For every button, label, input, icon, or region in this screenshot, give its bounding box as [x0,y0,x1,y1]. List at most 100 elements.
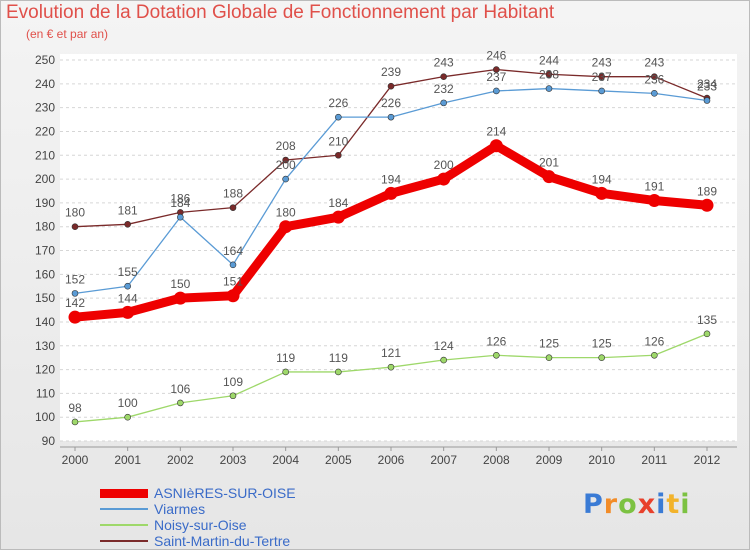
data-label: 126 [644,334,664,348]
data-point [598,73,605,80]
data-point [68,310,82,324]
y-tick-label: 120 [35,363,55,377]
data-point [71,223,79,230]
data-label: 125 [592,337,612,351]
series-viarmes: 152 155 184 164 200 226 226 232 237 238 237 236 233 [65,68,717,297]
data-point [282,175,289,183]
data-point [545,354,553,361]
data-label: 239 [381,65,401,79]
data-point [387,363,395,371]
data-label: 200 [276,158,296,172]
data-label: 194 [592,172,612,186]
data-label: 119 [276,351,295,365]
data-point [545,70,553,78]
proxiti-logo: Proxiti [583,489,691,520]
legend-label: ASNIèRES-SUR-OISE [154,485,296,501]
data-point [335,368,342,376]
data-label: 232 [434,82,454,96]
data-point [173,291,187,305]
data-label: 226 [381,96,401,110]
data-point [331,210,345,224]
data-point [335,151,342,159]
data-point [384,186,398,200]
x-tick-label: 2010 [588,453,615,467]
data-point [71,418,79,426]
data-point [542,170,556,184]
data-label: 152 [65,272,85,286]
data-point [598,354,605,361]
data-point [489,139,503,153]
data-point [121,305,135,319]
data-label: 237 [592,70,612,84]
data-point [647,193,661,207]
data-point [595,186,609,200]
x-tick-label: 2011 [641,453,667,467]
data-label: 238 [539,68,559,82]
series-noisy-sur-oise: 98 100 106 109 119 119 121 124 126 125 125 126 135 [68,313,717,426]
data-label: 188 [223,187,243,201]
data-label: 106 [170,382,190,396]
legend-swatch [100,524,148,526]
x-tick-label: 2005 [325,453,352,467]
data-point [440,356,447,364]
data-label: 194 [381,172,401,186]
data-point [387,113,395,121]
legend-label: Viarmes [154,501,206,517]
data-label: 243 [644,56,664,70]
data-point [703,330,711,338]
x-tick-label: 2009 [536,453,563,467]
y-tick-label: 160 [35,267,55,281]
data-label: 184 [170,196,190,210]
data-point [440,99,447,107]
data-point [282,368,289,376]
data-label: 142 [65,296,85,310]
legend-swatch [100,508,148,510]
data-point [598,87,605,95]
y-tick-label: 90 [42,434,56,448]
data-label: 200 [434,158,454,172]
x-tick-label: 2006 [378,453,405,467]
data-label: 244 [539,53,559,67]
data-label: 234 [697,77,717,91]
legend-item: ASNIèRES-SUR-OISE [100,485,296,501]
data-label: 119 [329,351,348,365]
data-label: 214 [486,125,506,139]
y-tick-label: 150 [35,291,55,305]
x-tick-label: 2002 [167,453,194,467]
data-point [282,156,289,164]
data-label: 226 [328,96,348,110]
chart-title: Evolution de la Dotation Globale de Fonc… [6,2,555,23]
data-point [177,213,184,221]
data-point [124,413,131,421]
y-tick-label: 250 [35,53,55,67]
data-point [229,392,237,400]
data-label: 201 [539,156,559,170]
y-tick-label: 110 [36,386,55,400]
legend-label: Noisy-sur-Oise [154,517,247,533]
y-tick-label: 180 [35,220,55,234]
data-label: 155 [118,265,138,279]
y-tick-label: 240 [35,77,55,91]
data-label: 184 [328,196,348,210]
y-tick-label: 220 [35,124,55,138]
data-point [279,220,293,234]
data-label: 150 [170,277,190,291]
data-point [545,85,553,92]
y-tick-label: 190 [35,196,55,210]
x-tick-label: 2008 [483,453,510,467]
data-point [177,399,184,407]
series-asni-res-sur-oise: 142 144 150 151 180 184 194 200 214 201 194 191 189 [65,125,717,324]
data-label: 125 [539,337,559,351]
y-tick-label: 230 [35,101,55,115]
data-label: 126 [486,334,506,348]
y-tick-label: 170 [35,244,55,258]
data-point [124,282,131,290]
data-label: 98 [68,401,82,415]
x-tick-label: 2000 [62,453,89,467]
data-label: 186 [170,191,190,205]
data-point [440,73,447,80]
data-label: 181 [118,203,138,217]
data-point [226,289,240,303]
data-point [703,97,711,104]
